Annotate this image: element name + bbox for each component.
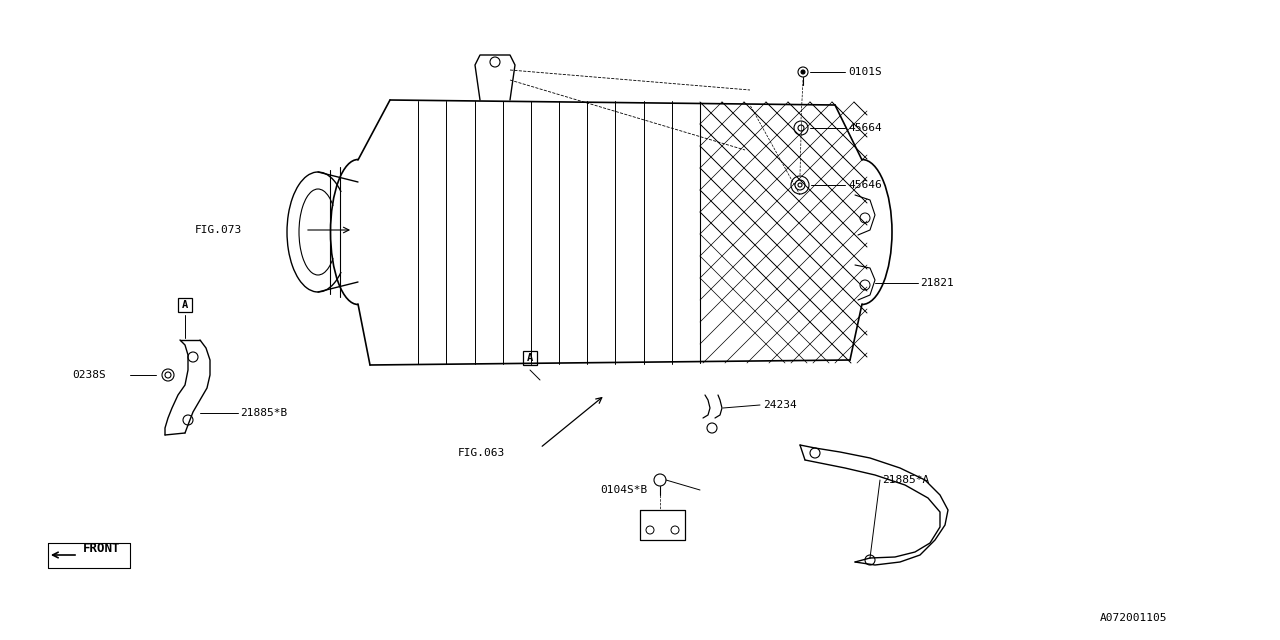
Text: A: A (527, 353, 534, 363)
FancyBboxPatch shape (178, 298, 192, 312)
Text: A: A (182, 300, 188, 310)
Text: 0104S*B: 0104S*B (600, 485, 648, 495)
Text: A072001105: A072001105 (1100, 613, 1167, 623)
Text: 21885*A: 21885*A (882, 475, 929, 485)
Text: 24234: 24234 (763, 400, 796, 410)
Text: 21885*B: 21885*B (241, 408, 287, 418)
Text: FRONT: FRONT (83, 541, 120, 554)
Text: 0101S: 0101S (849, 67, 882, 77)
Text: 45646: 45646 (849, 180, 882, 190)
FancyBboxPatch shape (524, 351, 538, 365)
Text: 21821: 21821 (920, 278, 954, 288)
Circle shape (801, 70, 805, 74)
Text: FIG.063: FIG.063 (458, 448, 506, 458)
Text: FIG.073: FIG.073 (195, 225, 242, 235)
Text: 0238S: 0238S (72, 370, 106, 380)
Text: 45664: 45664 (849, 123, 882, 133)
